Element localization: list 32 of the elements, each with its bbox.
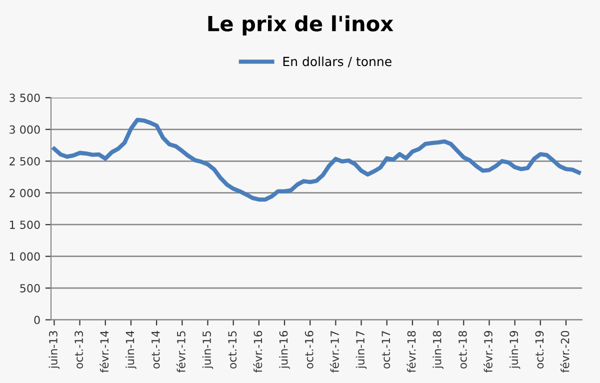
y-tick-label: 2 500 — [10, 157, 40, 166]
line-series — [52, 118, 581, 202]
y-tick-label: 1 000 — [10, 252, 40, 261]
x-tick-label: oct.-17 — [382, 331, 390, 369]
x-tick-label: juin-15 — [202, 331, 214, 369]
x-tick-label: févr.-14 — [100, 330, 109, 373]
x-tick-label: févr.-16 — [253, 330, 262, 373]
x-tick-label: févr.-18 — [406, 330, 416, 373]
x-tick-label: juin-18 — [432, 330, 444, 369]
x-tick-label: juin-19 — [509, 331, 520, 369]
x-tick-label: oct.-19 — [535, 331, 544, 369]
x-tick-label: oct.-13 — [74, 331, 84, 369]
x-tick-label: juin-14 — [126, 330, 136, 369]
x-tick-label: juin-17 — [356, 331, 367, 369]
x-tick-label: juin-13 — [48, 331, 60, 369]
y-tick-label: 3 500 — [10, 94, 40, 102]
y-tick-label: 500 — [20, 284, 40, 292]
x-tick-label: juin-16 — [279, 330, 290, 369]
chart-title: Le prix de l'inox — [208, 15, 394, 36]
y-tick-label: 1 500 — [10, 220, 40, 229]
y-tick-label: 0 — [34, 316, 40, 324]
x-tick-label: févr.-17 — [330, 331, 339, 373]
x-tick-label: oct.-18 — [458, 330, 467, 369]
x-tick-label: oct.-15 — [228, 331, 237, 369]
legend-label: En dollars / tonne — [283, 56, 392, 68]
x-tick-label: oct.-16 — [304, 330, 314, 369]
y-tick-label: 2 000 — [10, 188, 40, 198]
x-tick-label: févr.-20 — [560, 330, 570, 373]
x-tick-label: févr.-15 — [176, 331, 186, 373]
x-tick-label: févr.-19 — [483, 331, 492, 373]
x-tick-label: oct.-14 — [152, 330, 160, 369]
y-tick-label: 3 000 — [10, 125, 40, 134]
